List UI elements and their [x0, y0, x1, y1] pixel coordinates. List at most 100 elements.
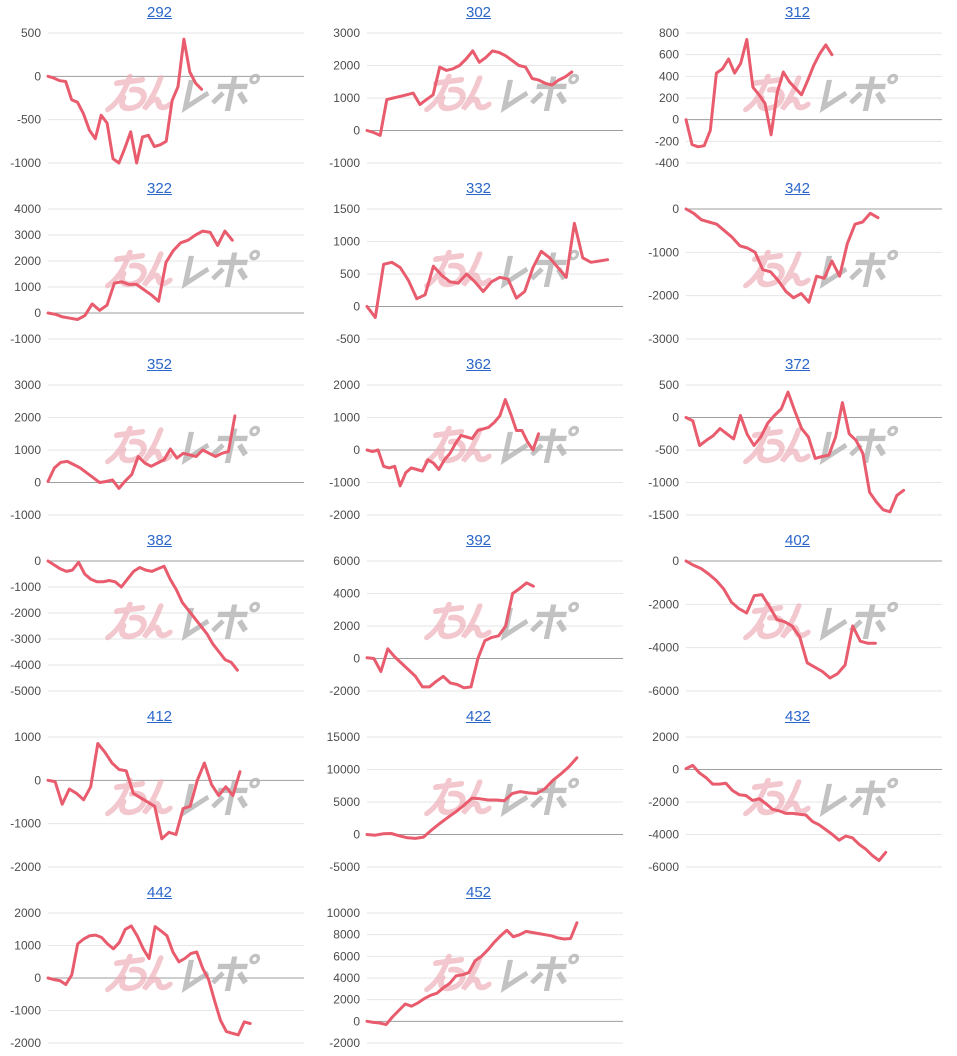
y-axis-tick-label: 3000: [333, 26, 360, 40]
y-axis-tick-label: -1500: [648, 508, 679, 522]
y-axis-tick-label: 0: [672, 202, 679, 216]
machine-chart-card: 362 2000 1000 0 -1000 -2000: [319, 352, 638, 528]
line-chart: 500 0 -500 -1000: [10, 26, 304, 170]
y-axis-tick-label: -1000: [10, 817, 41, 831]
chart-title-wrap: 292: [0, 0, 319, 22]
y-axis-tick-label: 1000: [14, 280, 41, 294]
y-axis-tick-label: 1000: [14, 939, 41, 953]
y-axis-tick-label: 2000: [652, 730, 679, 744]
y-axis-tick-label: 2000: [333, 59, 360, 73]
machine-chart-card: 332 1500 1000 500 0 -500: [319, 176, 638, 352]
series-line: [46, 559, 239, 672]
y-axis-tick-label: 0: [34, 476, 41, 490]
minrepo-watermark-icon: [746, 75, 897, 111]
y-axis-tick-label: 10000: [327, 906, 361, 920]
chart-title-wrap: 312: [638, 0, 957, 22]
y-axis-tick-label: -1000: [10, 332, 41, 346]
y-axis-tick-label: -500: [17, 113, 41, 127]
y-axis-tick-label: 1500: [333, 202, 360, 216]
machine-number-link[interactable]: 422: [465, 708, 492, 725]
y-axis-tick-label: -6000: [648, 684, 679, 698]
machine-chart-card: 442 2000 1000 0 -1000 -2000: [0, 880, 319, 1056]
minrepo-watermark-icon: [427, 779, 578, 815]
machine-number-link[interactable]: 432: [784, 708, 811, 725]
series-line: [365, 221, 610, 319]
y-axis-tick-label: -1000: [329, 476, 360, 490]
machine-number-link[interactable]: 302: [465, 4, 492, 21]
y-axis-tick-label: 2000: [14, 906, 41, 920]
machine-number-link[interactable]: 382: [146, 532, 173, 549]
y-axis-tick-label: 0: [672, 113, 679, 127]
series-line: [46, 414, 237, 490]
y-axis-tick-label: 4000: [333, 971, 360, 985]
y-axis-tick-label: 2000: [333, 619, 360, 633]
series-line: [46, 37, 204, 165]
y-axis-tick-label: -2000: [329, 1036, 360, 1050]
machine-number-link[interactable]: 372: [784, 356, 811, 373]
line-chart: 3000 2000 1000 0 -1000: [329, 26, 623, 170]
machine-number-link[interactable]: 342: [784, 180, 811, 197]
y-axis-tick-label: -6000: [648, 860, 679, 874]
chart-title-wrap: 422: [319, 704, 638, 726]
line-chart: 4000 3000 2000 1000 0 -1000: [10, 202, 304, 346]
chart-title-wrap: 342: [638, 176, 957, 198]
minrepo-watermark-icon: [108, 603, 259, 639]
y-axis-tick-label: 1000: [14, 730, 41, 744]
chart-title-wrap: 412: [0, 704, 319, 726]
y-axis-tick-label: 0: [353, 1014, 360, 1028]
y-axis-tick-label: -500: [655, 443, 679, 457]
minrepo-watermark-icon: [108, 75, 259, 111]
y-axis-tick-label: 0: [353, 443, 360, 457]
line-chart: 500 0 -500 -1000 -1500: [648, 378, 942, 522]
line-chart: 0 -2000 -4000 -6000: [648, 554, 942, 698]
y-axis-tick-label: 0: [353, 652, 360, 666]
machine-number-link[interactable]: 442: [146, 884, 173, 901]
machine-chart-card: 402 0 -2000 -4000 -6000: [638, 528, 957, 704]
machine-number-link[interactable]: 332: [465, 180, 492, 197]
y-axis-tick-label: -1000: [648, 476, 679, 490]
y-axis-tick-label: 4000: [333, 587, 360, 601]
minrepo-watermark-icon: [746, 603, 897, 639]
y-axis-tick-label: 0: [672, 763, 679, 777]
y-axis-tick-label: -200: [655, 134, 679, 148]
series-line: [365, 756, 579, 840]
line-chart: 2000 1000 0 -1000 -2000: [10, 906, 304, 1050]
chart-title-wrap: 442: [0, 880, 319, 902]
machine-chart-card: 412 1000 0 -1000 -2000: [0, 704, 319, 880]
machine-number-link[interactable]: 412: [146, 708, 173, 725]
line-chart: 15000 10000 5000 0 -5000: [327, 730, 623, 874]
minrepo-watermark-icon: [108, 427, 259, 463]
y-axis-tick-label: -1000: [10, 580, 41, 594]
chart-title-wrap: 402: [638, 528, 957, 550]
y-axis-tick-label: 0: [34, 773, 41, 787]
chart-title-wrap: 362: [319, 352, 638, 374]
machine-number-link[interactable]: 292: [146, 4, 173, 21]
machine-chart-card: 312 800 600 400 200 0 -200 -400: [638, 0, 957, 176]
machine-number-link[interactable]: 362: [465, 356, 492, 373]
machine-number-link[interactable]: 352: [146, 356, 173, 373]
chart-title-wrap: 432: [638, 704, 957, 726]
machine-number-link[interactable]: 322: [146, 180, 173, 197]
line-chart: 3000 2000 1000 0 -1000: [10, 378, 304, 522]
y-axis-tick-label: 15000: [327, 730, 361, 744]
machine-number-link[interactable]: 312: [784, 4, 811, 21]
machine-chart-card: 292 500 0 -500 -1000: [0, 0, 319, 176]
machine-number-link[interactable]: 402: [784, 532, 811, 549]
y-axis-tick-label: 0: [672, 554, 679, 568]
y-axis-tick-label: 0: [34, 971, 41, 985]
series-line: [684, 763, 888, 862]
y-axis-tick-label: 1000: [333, 411, 360, 425]
y-axis-tick-label: 0: [353, 300, 360, 314]
minrepo-watermark-icon: [746, 779, 897, 815]
machine-number-link[interactable]: 452: [465, 884, 492, 901]
series-line: [365, 921, 579, 1027]
y-axis-tick-label: 1000: [14, 443, 41, 457]
y-axis-tick-label: 0: [34, 306, 41, 320]
y-axis-tick-label: -4000: [10, 658, 41, 672]
series-line: [46, 924, 252, 1037]
series-line: [365, 581, 535, 690]
machine-number-link[interactable]: 392: [465, 532, 492, 549]
y-axis-tick-label: -5000: [10, 684, 41, 698]
